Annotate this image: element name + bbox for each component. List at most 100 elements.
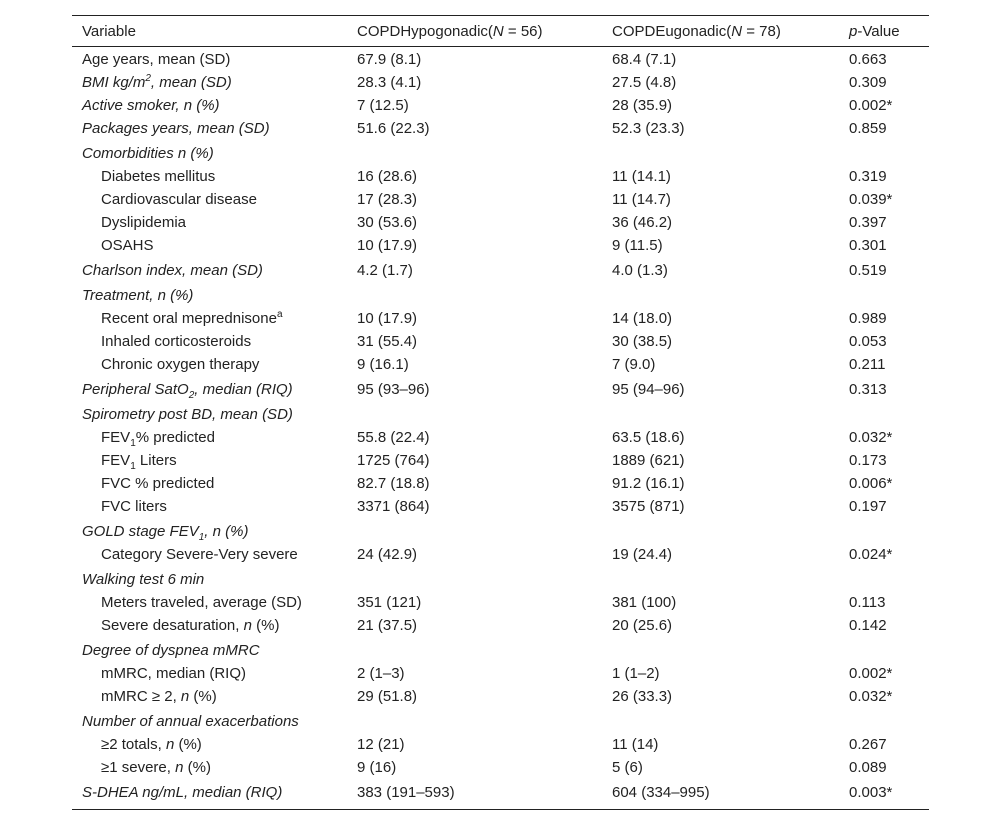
text-segment: BMI kg/m	[82, 74, 146, 91]
text-italic: N	[731, 23, 743, 40]
text-segment: % predicted	[135, 429, 215, 446]
row-label: Peripheral SatO2, median (RIQ)	[82, 380, 293, 401]
row-label: FEV1 Liters	[101, 451, 177, 472]
text-segment: Charlson index, mean (SD)	[82, 262, 263, 279]
value-cell: 30 (38.5)	[612, 333, 673, 350]
value-cell: 0.173	[849, 452, 887, 469]
value-cell: 0.089	[849, 759, 887, 776]
value-cell: 0.519	[849, 262, 887, 279]
text-segment: -Value	[857, 23, 900, 40]
group-label: Spirometry post BD, mean (SD)	[82, 405, 293, 425]
text-segment: mMRC, median (RIQ)	[101, 665, 247, 682]
text-segment: FEV	[101, 452, 131, 469]
value-cell: 7 (12.5)	[357, 97, 409, 114]
value-cell: 0.113	[849, 594, 886, 611]
text-italic: n	[180, 688, 190, 705]
value-cell: 1 (1–2)	[612, 665, 660, 682]
value-cell: 52.3 (23.3)	[612, 120, 685, 137]
value-cell: 5 (6)	[612, 759, 643, 776]
value-cell: 0.024*	[849, 546, 893, 563]
value-cell: 95 (93–96)	[357, 381, 430, 398]
text-segment: (%)	[251, 617, 280, 634]
header-cell: p-Value	[849, 22, 900, 42]
text-segment: Chronic oxygen therapy	[101, 356, 260, 373]
value-cell: 9 (11.5)	[612, 237, 663, 254]
text-segment: (%)	[174, 736, 202, 753]
row-label: Chronic oxygen therapy	[101, 355, 259, 375]
value-cell: 10 (17.9)	[357, 237, 418, 254]
value-cell: 95 (94–96)	[612, 381, 685, 398]
text-segment: COPDHypogonadic(	[357, 23, 493, 40]
row-label: Category Severe-Very severe	[101, 545, 298, 565]
row-label: ≥2 totals, n (%)	[101, 735, 202, 755]
text-sub: 2	[188, 390, 195, 401]
value-cell: 17 (28.3)	[357, 191, 418, 208]
value-cell: 3575 (871)	[612, 498, 685, 515]
value-cell: 82.7 (18.8)	[357, 475, 430, 492]
value-cell: 16 (28.6)	[357, 168, 418, 185]
row-label: Dyslipidemia	[101, 213, 186, 233]
text-segment: , n (%)	[204, 523, 249, 540]
value-cell: 14 (18.0)	[612, 310, 673, 327]
value-cell: 55.8 (22.4)	[357, 429, 430, 446]
value-cell: 0.142	[849, 617, 887, 634]
value-cell: 383 (191–593)	[357, 784, 455, 801]
text-segment: Packages years, mean (SD)	[82, 120, 270, 137]
value-cell: 51.6 (22.3)	[357, 120, 430, 137]
value-cell: 0.397	[849, 214, 887, 231]
text-segment: Cardiovascular disease	[101, 191, 257, 208]
value-cell: 0.989	[849, 310, 887, 327]
value-cell: 27.5 (4.8)	[612, 74, 677, 91]
value-cell: 3371 (864)	[357, 498, 430, 515]
value-cell: 0.053	[849, 333, 887, 350]
value-cell: 29 (51.8)	[357, 688, 418, 705]
value-cell: 21 (37.5)	[357, 617, 418, 634]
value-cell: 9 (16.1)	[357, 356, 409, 373]
group-label: Number of annual exacerbations	[82, 712, 299, 732]
text-segment: Number of annual exacerbations	[82, 713, 299, 730]
value-cell: 4.0 (1.3)	[612, 262, 668, 279]
group-label: Walking test 6 min	[82, 570, 204, 590]
text-segment: Spirometry post BD, mean (SD)	[82, 406, 293, 423]
text-segment: = 56)	[503, 23, 543, 40]
value-cell: 2 (1–3)	[357, 665, 405, 682]
text-segment: Walking test 6 min	[82, 571, 205, 588]
value-cell: 0.002*	[849, 97, 893, 114]
group-label: GOLD stage FEV1, n (%)	[82, 522, 249, 543]
value-cell: 0.039*	[849, 191, 893, 208]
text-segment: FVC liters	[101, 498, 167, 515]
text-segment: mMRC ≥ 2,	[101, 688, 181, 705]
value-cell: 0.663	[849, 51, 887, 68]
row-label: Active smoker, n (%)	[82, 96, 220, 116]
row-label: BMI kg/m2, mean (SD)	[82, 73, 232, 93]
row-label: ≥1 severe, n (%)	[101, 758, 211, 778]
text-segment: Variable	[82, 23, 136, 40]
text-segment: Inhaled corticosteroids	[101, 333, 252, 350]
text-sub: 1	[130, 461, 136, 472]
text-segment: Recent oral meprednisone	[101, 310, 277, 327]
text-segment: Meters traveled, average (SD)	[101, 594, 302, 611]
row-label: Recent oral meprednisonea	[101, 309, 283, 329]
text-segment: , mean (SD)	[150, 74, 232, 91]
text-italic: N	[492, 23, 504, 40]
text-segment: , median (RIQ)	[194, 381, 293, 398]
text-italic: p	[849, 23, 858, 40]
value-cell: 91.2 (16.1)	[612, 475, 685, 492]
value-cell: 0.859	[849, 120, 887, 137]
value-cell: 26 (33.3)	[612, 688, 673, 705]
text-segment: (%)	[183, 759, 211, 776]
row-label: Diabetes mellitus	[101, 167, 215, 187]
value-cell: 10 (17.9)	[357, 310, 418, 327]
text-segment: (%)	[189, 688, 217, 705]
value-cell: 63.5 (18.6)	[612, 429, 685, 446]
group-label: Treatment, n (%)	[82, 286, 193, 306]
header-cell: Variable	[82, 22, 136, 42]
text-sub: 1	[130, 438, 136, 449]
text-italic: n	[243, 617, 252, 634]
row-label: mMRC ≥ 2, n (%)	[101, 687, 217, 707]
text-segment: Dyslipidemia	[101, 214, 187, 231]
value-cell: 604 (334–995)	[612, 784, 710, 801]
text-segment: Age years, mean (SD)	[82, 51, 231, 68]
header-rule	[72, 46, 929, 47]
